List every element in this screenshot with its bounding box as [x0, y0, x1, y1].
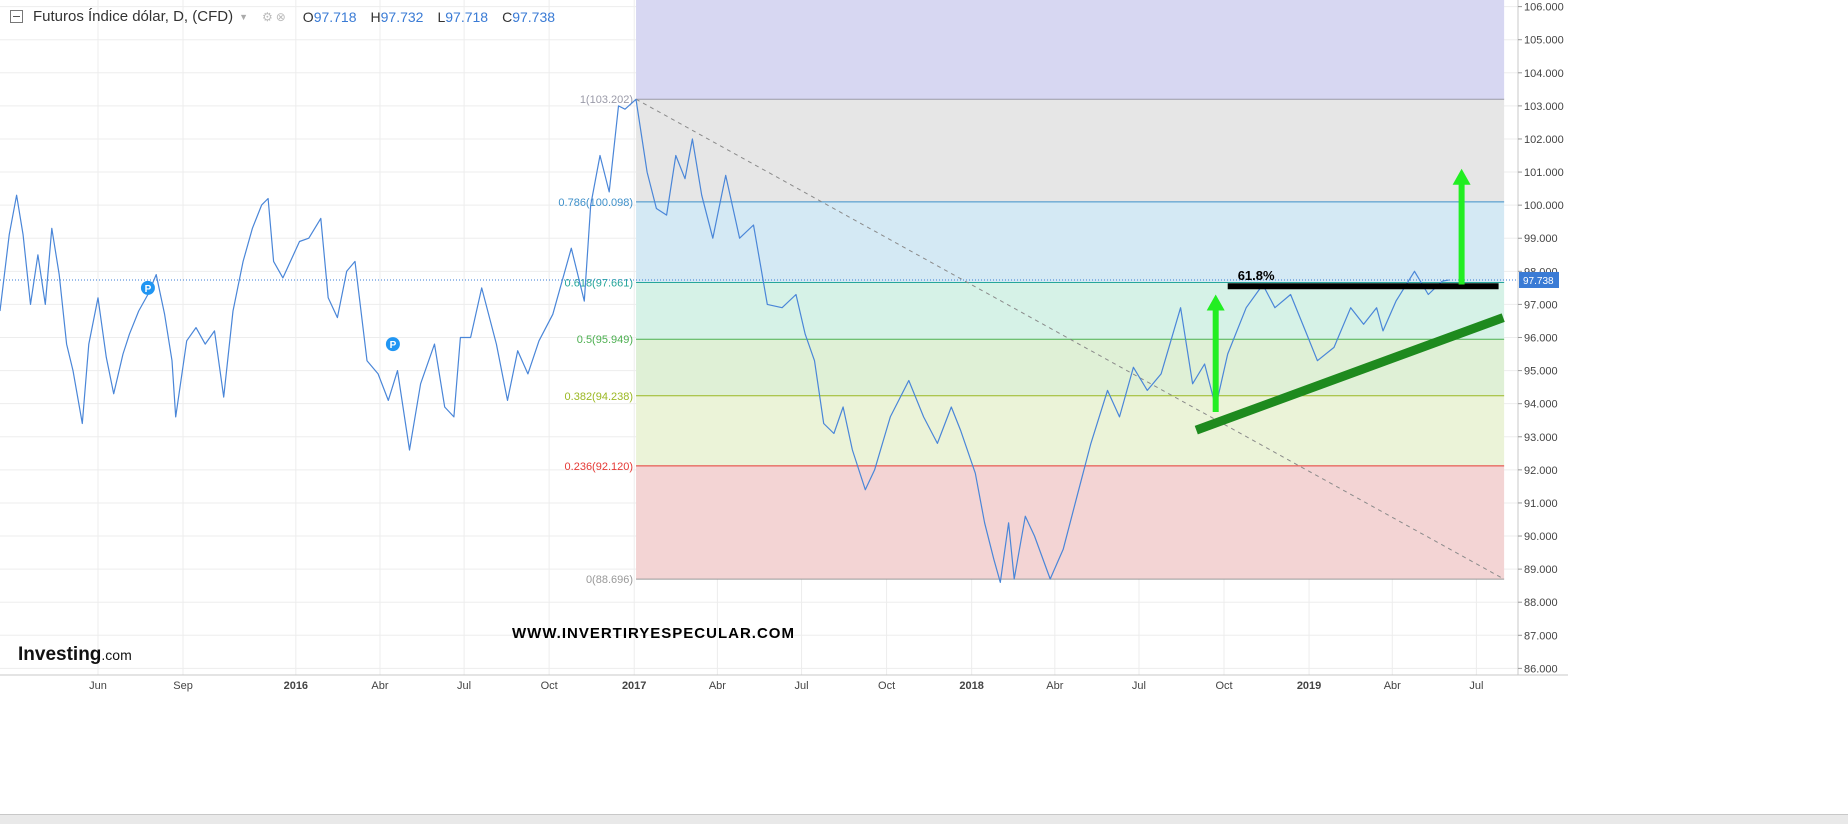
ohlc-open: O97.718 [302, 8, 357, 25]
x-tick-label: Jul [457, 680, 471, 692]
fib-level-label: 0.382(94.238) [565, 391, 634, 403]
fib-level-label: 0.236(92.120) [565, 461, 634, 473]
event-marker-label: P [390, 340, 397, 351]
x-tick-label: 2016 [284, 680, 308, 692]
x-tick-label: Abr [709, 680, 726, 692]
collapse-icon[interactable] [10, 10, 23, 23]
fib-level-label: 1(103.202) [580, 94, 633, 106]
price-series-line [0, 98, 1449, 584]
x-tick-label: 2018 [959, 680, 983, 692]
y-tick-label: 97.000 [1524, 299, 1558, 311]
fib-level-label: 0.618(97.661) [565, 278, 634, 290]
price-axis-label: 97.738 [1523, 276, 1554, 287]
support-trendline [1194, 313, 1505, 435]
fib-level-label: 0.786(100.098) [558, 197, 633, 209]
x-tick-label: Oct [1215, 680, 1232, 692]
resistance-label: 61.8% [1238, 268, 1275, 283]
y-tick-label: 96.000 [1524, 333, 1558, 345]
fib-level-label: 0(88.696) [586, 574, 633, 586]
y-tick-label: 93.000 [1524, 432, 1558, 444]
x-tick-label: 2019 [1297, 680, 1321, 692]
y-tick-label: 101.000 [1524, 167, 1564, 179]
arrow-head-icon [1452, 168, 1471, 185]
ohlc-low: L97.718 [437, 8, 489, 25]
arrow-head-icon [1206, 294, 1225, 311]
symbol-title[interactable]: Futuros Índice dólar, D, (CFD) [33, 8, 234, 25]
fib-zone [636, 99, 1505, 202]
y-tick-label: 92.000 [1524, 465, 1558, 477]
fib-level-label: 0.5(95.949) [577, 334, 633, 346]
chart-header: Futuros Índice dólar, D, (CFD) ▼ ⚙⊗ O97.… [10, 8, 563, 25]
x-tick-label: Jul [794, 680, 808, 692]
ohlc-close: C97.738 [502, 8, 556, 25]
y-tick-label: 90.000 [1524, 531, 1558, 543]
y-tick-label: 88.000 [1524, 597, 1558, 609]
bottom-toolbar [0, 814, 1848, 824]
y-tick-label: 91.000 [1524, 498, 1558, 510]
x-tick-label: Oct [878, 680, 895, 692]
fib-zone [636, 201, 1505, 283]
chevron-down-icon[interactable]: ▼ [239, 11, 248, 22]
y-tick-label: 94.000 [1524, 399, 1558, 411]
event-marker-icon [385, 337, 400, 352]
fib-zone [636, 395, 1505, 466]
x-tick-label: Oct [541, 680, 558, 692]
x-tick-label: Sep [173, 680, 193, 692]
y-tick-label: 103.000 [1524, 101, 1564, 113]
site-watermark: WWW.INVERTIRYESPECULAR.COM [512, 625, 795, 642]
x-tick-label: 2017 [622, 680, 646, 692]
x-tick-label: Jun [89, 680, 107, 692]
x-tick-label: Jul [1132, 680, 1146, 692]
y-tick-label: 104.000 [1524, 68, 1564, 80]
fib-trend-line [635, 98, 1505, 580]
y-tick-label: 102.000 [1524, 134, 1564, 146]
y-tick-label: 106.000 [1524, 2, 1564, 14]
fib-zone [636, 0, 1505, 100]
event-marker-label: P [145, 284, 152, 295]
ohlc-high: H97.732 [370, 8, 424, 25]
x-tick-label: Jul [1469, 680, 1483, 692]
y-tick-label: 89.000 [1524, 564, 1558, 576]
fib-zone [636, 282, 1505, 340]
x-tick-label: Abr [1384, 680, 1401, 692]
x-tick-label: Abr [371, 680, 388, 692]
y-tick-label: 87.000 [1524, 630, 1558, 642]
event-marker-icon [140, 280, 155, 295]
y-tick-label: 100.000 [1524, 200, 1564, 212]
price-axis-badge [1519, 271, 1559, 288]
investing-logo: Investing.com [18, 644, 132, 665]
y-tick-label: 105.000 [1524, 35, 1564, 47]
y-tick-label: 99.000 [1524, 233, 1558, 245]
settings-icon[interactable]: ⚙⊗ [261, 9, 289, 24]
y-tick-label: 86.000 [1524, 663, 1558, 675]
x-tick-label: Abr [1046, 680, 1063, 692]
y-tick-label: 95.000 [1524, 366, 1558, 378]
